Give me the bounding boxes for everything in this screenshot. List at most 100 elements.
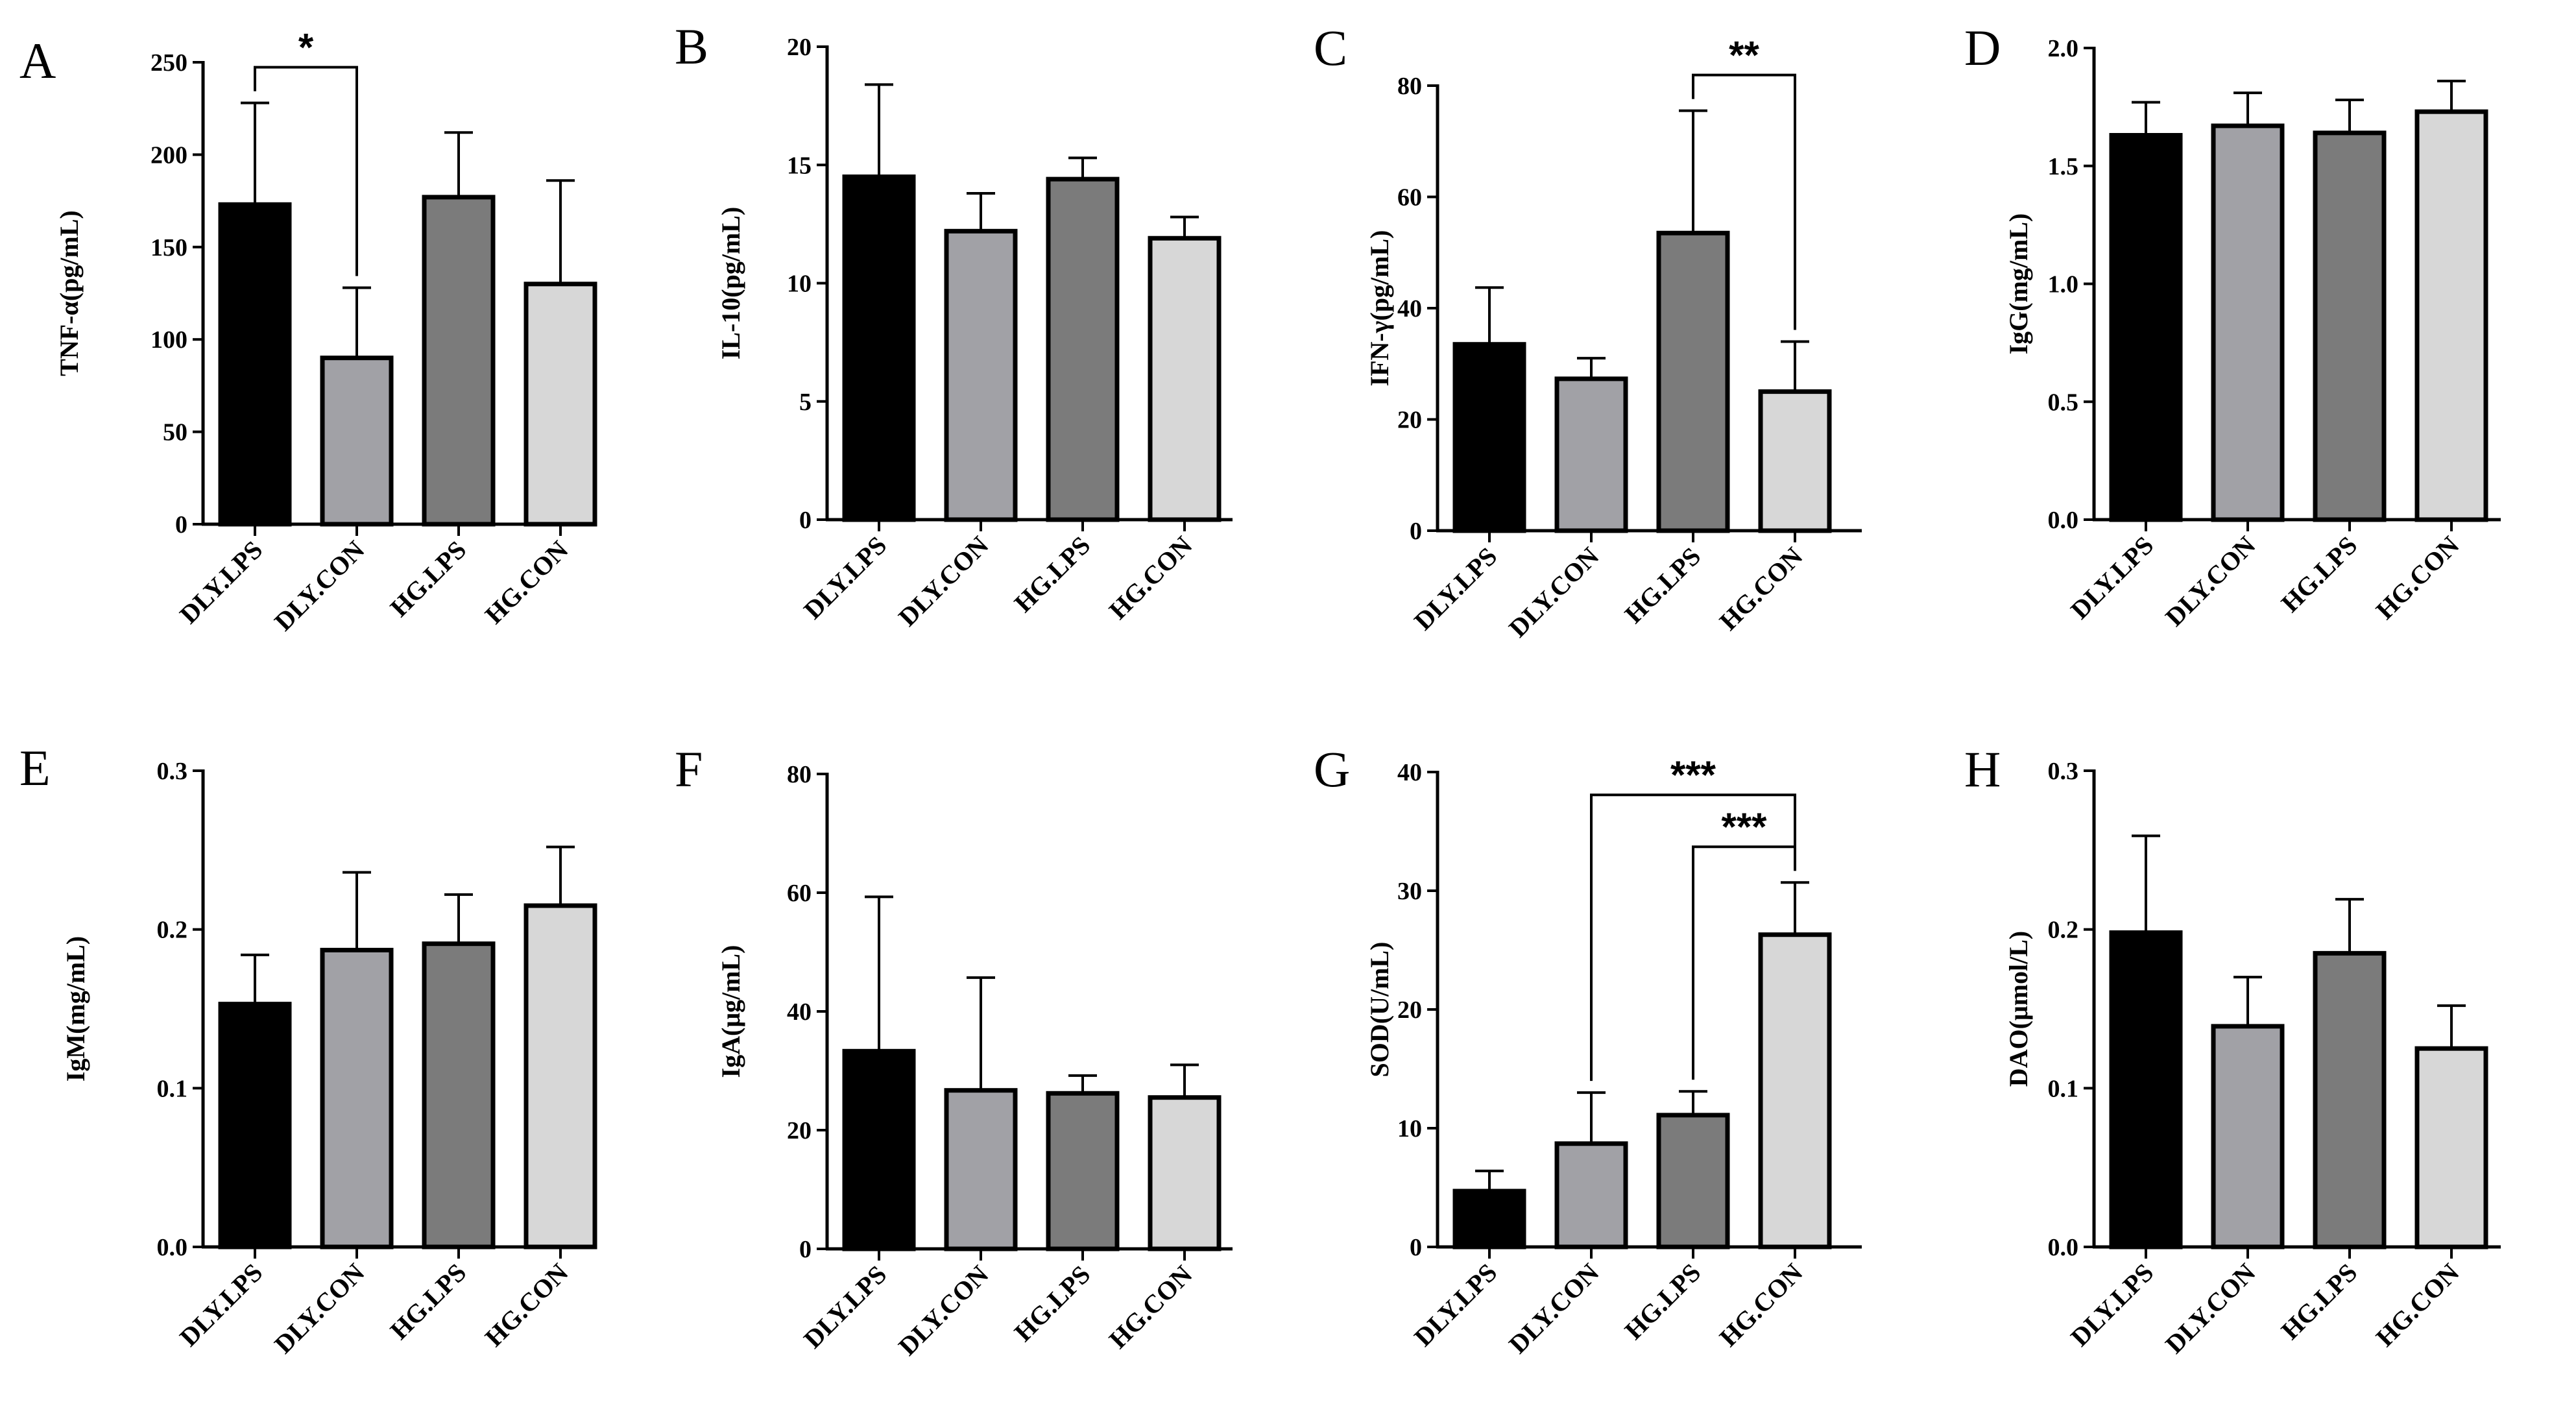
y-tick-label: 0 bbox=[1410, 518, 1422, 545]
y-tick-label: 20 bbox=[787, 34, 812, 61]
bar-dly-con bbox=[320, 947, 394, 1250]
y-tick-label: 5 bbox=[799, 389, 812, 416]
bar-hg-lps bbox=[1046, 176, 1120, 522]
y-tick-label: 80 bbox=[1397, 73, 1422, 100]
y-tick-label: 1.5 bbox=[2048, 153, 2079, 180]
bar-hg-lps bbox=[422, 941, 496, 1250]
bar-dly-lps bbox=[218, 1002, 292, 1250]
y-axis-label: IL-10(pg/mL) bbox=[716, 207, 745, 360]
x-tick-label: DLY.CON bbox=[2160, 530, 2261, 631]
bar-hg-lps bbox=[2313, 130, 2387, 522]
bar-hg-con bbox=[1758, 389, 1832, 533]
y-tick-label: 0.2 bbox=[157, 917, 188, 944]
x-tick-label: DLY.CON bbox=[2160, 1257, 2261, 1359]
x-tick-label: HG.LPS bbox=[2276, 1258, 2363, 1346]
significance-bracket bbox=[254, 66, 358, 276]
y-axis-label: IgG(mg/mL) bbox=[2004, 213, 2033, 355]
y-tick-label: 250 bbox=[150, 49, 187, 77]
y-tick-label: 0.2 bbox=[2048, 917, 2079, 944]
bar-hg-con bbox=[524, 282, 597, 527]
y-tick-label: 0 bbox=[1410, 1234, 1422, 1261]
bar-hg-lps bbox=[1046, 1091, 1120, 1251]
bar-dly-lps bbox=[842, 174, 916, 522]
panel-letter: E bbox=[19, 740, 51, 796]
x-tick-label: DLY.LPS bbox=[174, 535, 268, 629]
significance-label: *** bbox=[1670, 753, 1716, 797]
y-tick-label: 0.0 bbox=[2048, 507, 2079, 534]
significance-bracket bbox=[1590, 793, 1796, 1081]
y-tick-label: 0.1 bbox=[2048, 1075, 2079, 1102]
y-tick-label: 200 bbox=[150, 141, 187, 169]
bar-hg-lps bbox=[2313, 950, 2387, 1250]
x-tick-label: HG.CON bbox=[479, 535, 574, 629]
x-tick-label: HG.LPS bbox=[1009, 1260, 1096, 1347]
y-tick-label: 0.1 bbox=[157, 1075, 188, 1102]
y-tick-label: 60 bbox=[1397, 184, 1422, 211]
y-tick-label: 0 bbox=[799, 507, 812, 534]
y-axis-label: IgA(μg/mL) bbox=[716, 945, 745, 1078]
y-tick-label: 0 bbox=[175, 511, 187, 538]
bar-dly-lps bbox=[1452, 1189, 1526, 1250]
panel-a: A TNF-α(pg/mL) 0 50 100 150 200 250 DLY.LPS DLY.C… bbox=[19, 26, 597, 636]
bar-dly-con bbox=[944, 228, 1018, 522]
significance-label: * bbox=[298, 26, 314, 69]
bar-hg-con bbox=[2414, 109, 2488, 522]
x-tick-label: HG.CON bbox=[1103, 530, 1198, 625]
x-tick-label: HG.CON bbox=[2370, 1257, 2465, 1352]
y-tick-label: 20 bbox=[1397, 996, 1422, 1024]
y-tick-label: 0.3 bbox=[157, 758, 188, 785]
panel-c: C IFN-γ(pg/mL) 0 20 40 60 80 DLY.LPS DLY.CON HG.L… bbox=[1314, 19, 1862, 643]
y-tick-label: 40 bbox=[787, 998, 812, 1026]
x-tick-label: DLY.LPS bbox=[2065, 1258, 2159, 1352]
y-axis-label: IgM(mg/mL) bbox=[61, 936, 90, 1081]
y-tick-label: 30 bbox=[1397, 878, 1422, 905]
panel-letter: H bbox=[1964, 741, 2001, 797]
bar-hg-lps bbox=[1656, 230, 1730, 533]
x-tick-label: HG.CON bbox=[479, 1257, 574, 1352]
y-tick-label: 50 bbox=[163, 419, 187, 446]
bar-hg-con bbox=[1148, 235, 1222, 522]
y-tick-label: 0.0 bbox=[157, 1234, 188, 1261]
bar-dly-con bbox=[2211, 1024, 2285, 1250]
bar-hg-lps bbox=[422, 195, 496, 527]
x-tick-label: DLY.LPS bbox=[2065, 531, 2159, 625]
panel-b: B IL-10(pg/mL) 0 5 10 15 20 DLY.LPS DLY.CON HG.LP… bbox=[675, 18, 1233, 632]
x-tick-label: DLY.CON bbox=[893, 530, 994, 631]
x-tick-label: HG.LPS bbox=[1009, 531, 1096, 618]
bar-dly-con bbox=[320, 356, 394, 527]
y-axis-label: DAO(μmol/L) bbox=[2004, 931, 2033, 1087]
bar-dly-lps bbox=[2109, 930, 2183, 1250]
panel-letter: A bbox=[19, 32, 56, 89]
x-tick-label: HG.LPS bbox=[1619, 542, 1707, 629]
bar-hg-lps bbox=[1656, 1113, 1730, 1250]
x-tick-label: HG.LPS bbox=[1619, 1258, 1707, 1346]
bar-hg-con bbox=[1758, 932, 1832, 1250]
bar-dly-con bbox=[2211, 123, 2285, 522]
y-tick-label: 1.0 bbox=[2048, 271, 2079, 298]
x-tick-label: DLY.CON bbox=[269, 1257, 370, 1359]
bar-dly-lps bbox=[218, 202, 292, 527]
x-tick-label: HG.LPS bbox=[2276, 531, 2363, 618]
x-tick-label: HG.CON bbox=[1103, 1259, 1198, 1354]
y-tick-label: 0 bbox=[799, 1236, 812, 1263]
y-tick-label: 10 bbox=[1397, 1115, 1422, 1142]
bar-dly-lps bbox=[2109, 132, 2183, 522]
panel-d: D IgG(mg/mL) 0.0 0.5 1.0 1.5 2.0 DLY.LPS DLY.CON… bbox=[1964, 19, 2501, 632]
panel-letter: F bbox=[675, 741, 703, 797]
x-tick-label: DLY.CON bbox=[893, 1259, 994, 1360]
bar-dly-con bbox=[1554, 376, 1628, 533]
significance-label: *** bbox=[1721, 805, 1767, 849]
bar-dly-con bbox=[944, 1088, 1018, 1251]
significance-label: ** bbox=[1729, 34, 1759, 77]
x-tick-label: HG.CON bbox=[1714, 541, 1809, 636]
y-tick-label: 10 bbox=[787, 271, 812, 298]
bar-dly-lps bbox=[1452, 342, 1526, 533]
panel-letter: G bbox=[1314, 741, 1350, 797]
significance-bracket bbox=[1692, 73, 1796, 330]
x-tick-label: HG.CON bbox=[1714, 1257, 1809, 1352]
y-tick-label: 80 bbox=[787, 761, 812, 788]
